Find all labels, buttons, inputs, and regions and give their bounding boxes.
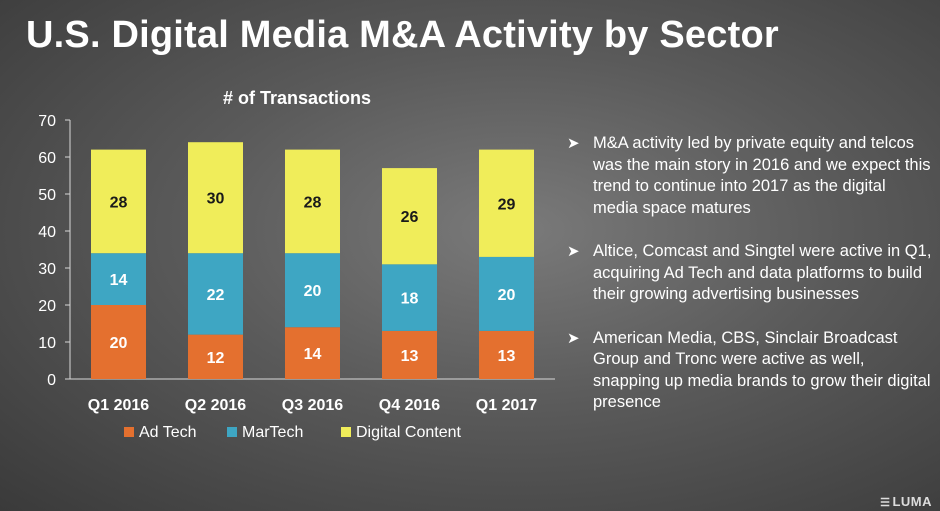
chart-svg: # of Transactions 0 10 20 30 40 50 60 70 20 14 28 Q1… <box>38 88 555 441</box>
data-label: 14 <box>304 346 322 363</box>
x-tick-label: Q4 2016 <box>379 397 440 414</box>
y-tick-label: 40 <box>38 224 56 241</box>
data-label: 20 <box>498 287 516 304</box>
x-tick-label: Q2 2016 <box>185 397 246 414</box>
y-tick-label: 0 <box>47 372 56 389</box>
bar-segment <box>382 264 437 331</box>
y-tick-label: 70 <box>38 113 56 130</box>
y-tick-label: 50 <box>38 187 56 204</box>
data-label: 22 <box>207 287 225 304</box>
data-label: 13 <box>401 348 419 365</box>
data-label: 20 <box>304 283 322 300</box>
legend-swatch <box>124 427 134 437</box>
bullet-item: ➤ M&A activity led by private equity and… <box>563 133 933 219</box>
x-tick-label: Q1 2016 <box>88 397 149 414</box>
data-label: 28 <box>304 194 322 211</box>
legend-label: MarTech <box>242 424 303 441</box>
arrow-icon: ➤ <box>567 329 580 347</box>
bullet-text: M&A activity led by private equity and t… <box>593 134 931 217</box>
data-label: 26 <box>401 209 419 226</box>
bar-segment <box>479 149 534 257</box>
y-tick-label: 20 <box>38 298 56 315</box>
bar-segment <box>479 330 534 379</box>
bar-segment <box>91 149 146 254</box>
legend-swatch <box>227 427 237 437</box>
y-tick-label: 10 <box>38 335 56 352</box>
bar-segment <box>382 168 437 265</box>
bullet-item: ➤ Altice, Comcast and Singtel were activ… <box>563 241 933 306</box>
bar-segment <box>285 327 340 379</box>
bar-segment <box>479 256 534 331</box>
arrow-icon: ➤ <box>567 243 580 260</box>
bar-segment <box>188 334 243 379</box>
chart-title: # of Transactions <box>223 88 371 108</box>
legend-label: Digital Content <box>356 424 462 441</box>
legend-swatch <box>341 427 351 437</box>
bar-segment <box>188 142 243 254</box>
y-tick-label: 60 <box>38 150 56 167</box>
bar-segment <box>382 330 437 379</box>
data-label: 29 <box>498 196 516 213</box>
x-tick-label: Q3 2016 <box>282 397 343 414</box>
page-title: U.S. Digital Media M&A Activity by Secto… <box>26 14 779 56</box>
bar-segment <box>91 253 146 305</box>
bar-segment <box>285 149 340 254</box>
y-tick-label: 30 <box>38 261 56 278</box>
stacked-bar-chart: # of Transactions 0 10 20 30 40 50 60 70 20 14 28 Q1… <box>0 80 560 460</box>
bar-segment <box>285 253 340 328</box>
bar-segment <box>91 305 146 379</box>
legend-label: Ad Tech <box>139 424 197 441</box>
data-label: 28 <box>110 194 128 211</box>
logo-mark-icon: ☰ <box>880 497 891 509</box>
bullet-item: ➤ American Media, CBS, Sinclair Broadcas… <box>563 328 933 414</box>
data-label: 18 <box>401 291 419 308</box>
bar-segment <box>188 253 243 335</box>
data-label: 20 <box>110 335 128 352</box>
bullet-text: American Media, CBS, Sinclair Broadcast … <box>593 328 931 412</box>
bullet-text: Altice, Comcast and Singtel were active … <box>593 242 932 303</box>
bullet-list: ➤ M&A activity led by private equity and… <box>563 133 933 436</box>
luma-logo: ☰ LUMA <box>880 494 932 509</box>
data-label: 12 <box>207 350 225 367</box>
data-label: 30 <box>207 191 225 208</box>
data-label: 13 <box>498 348 516 365</box>
data-label: 14 <box>110 272 128 289</box>
arrow-icon: ➤ <box>567 135 580 152</box>
logo-text: LUMA <box>892 494 932 509</box>
x-tick-label: Q1 2017 <box>476 397 537 414</box>
